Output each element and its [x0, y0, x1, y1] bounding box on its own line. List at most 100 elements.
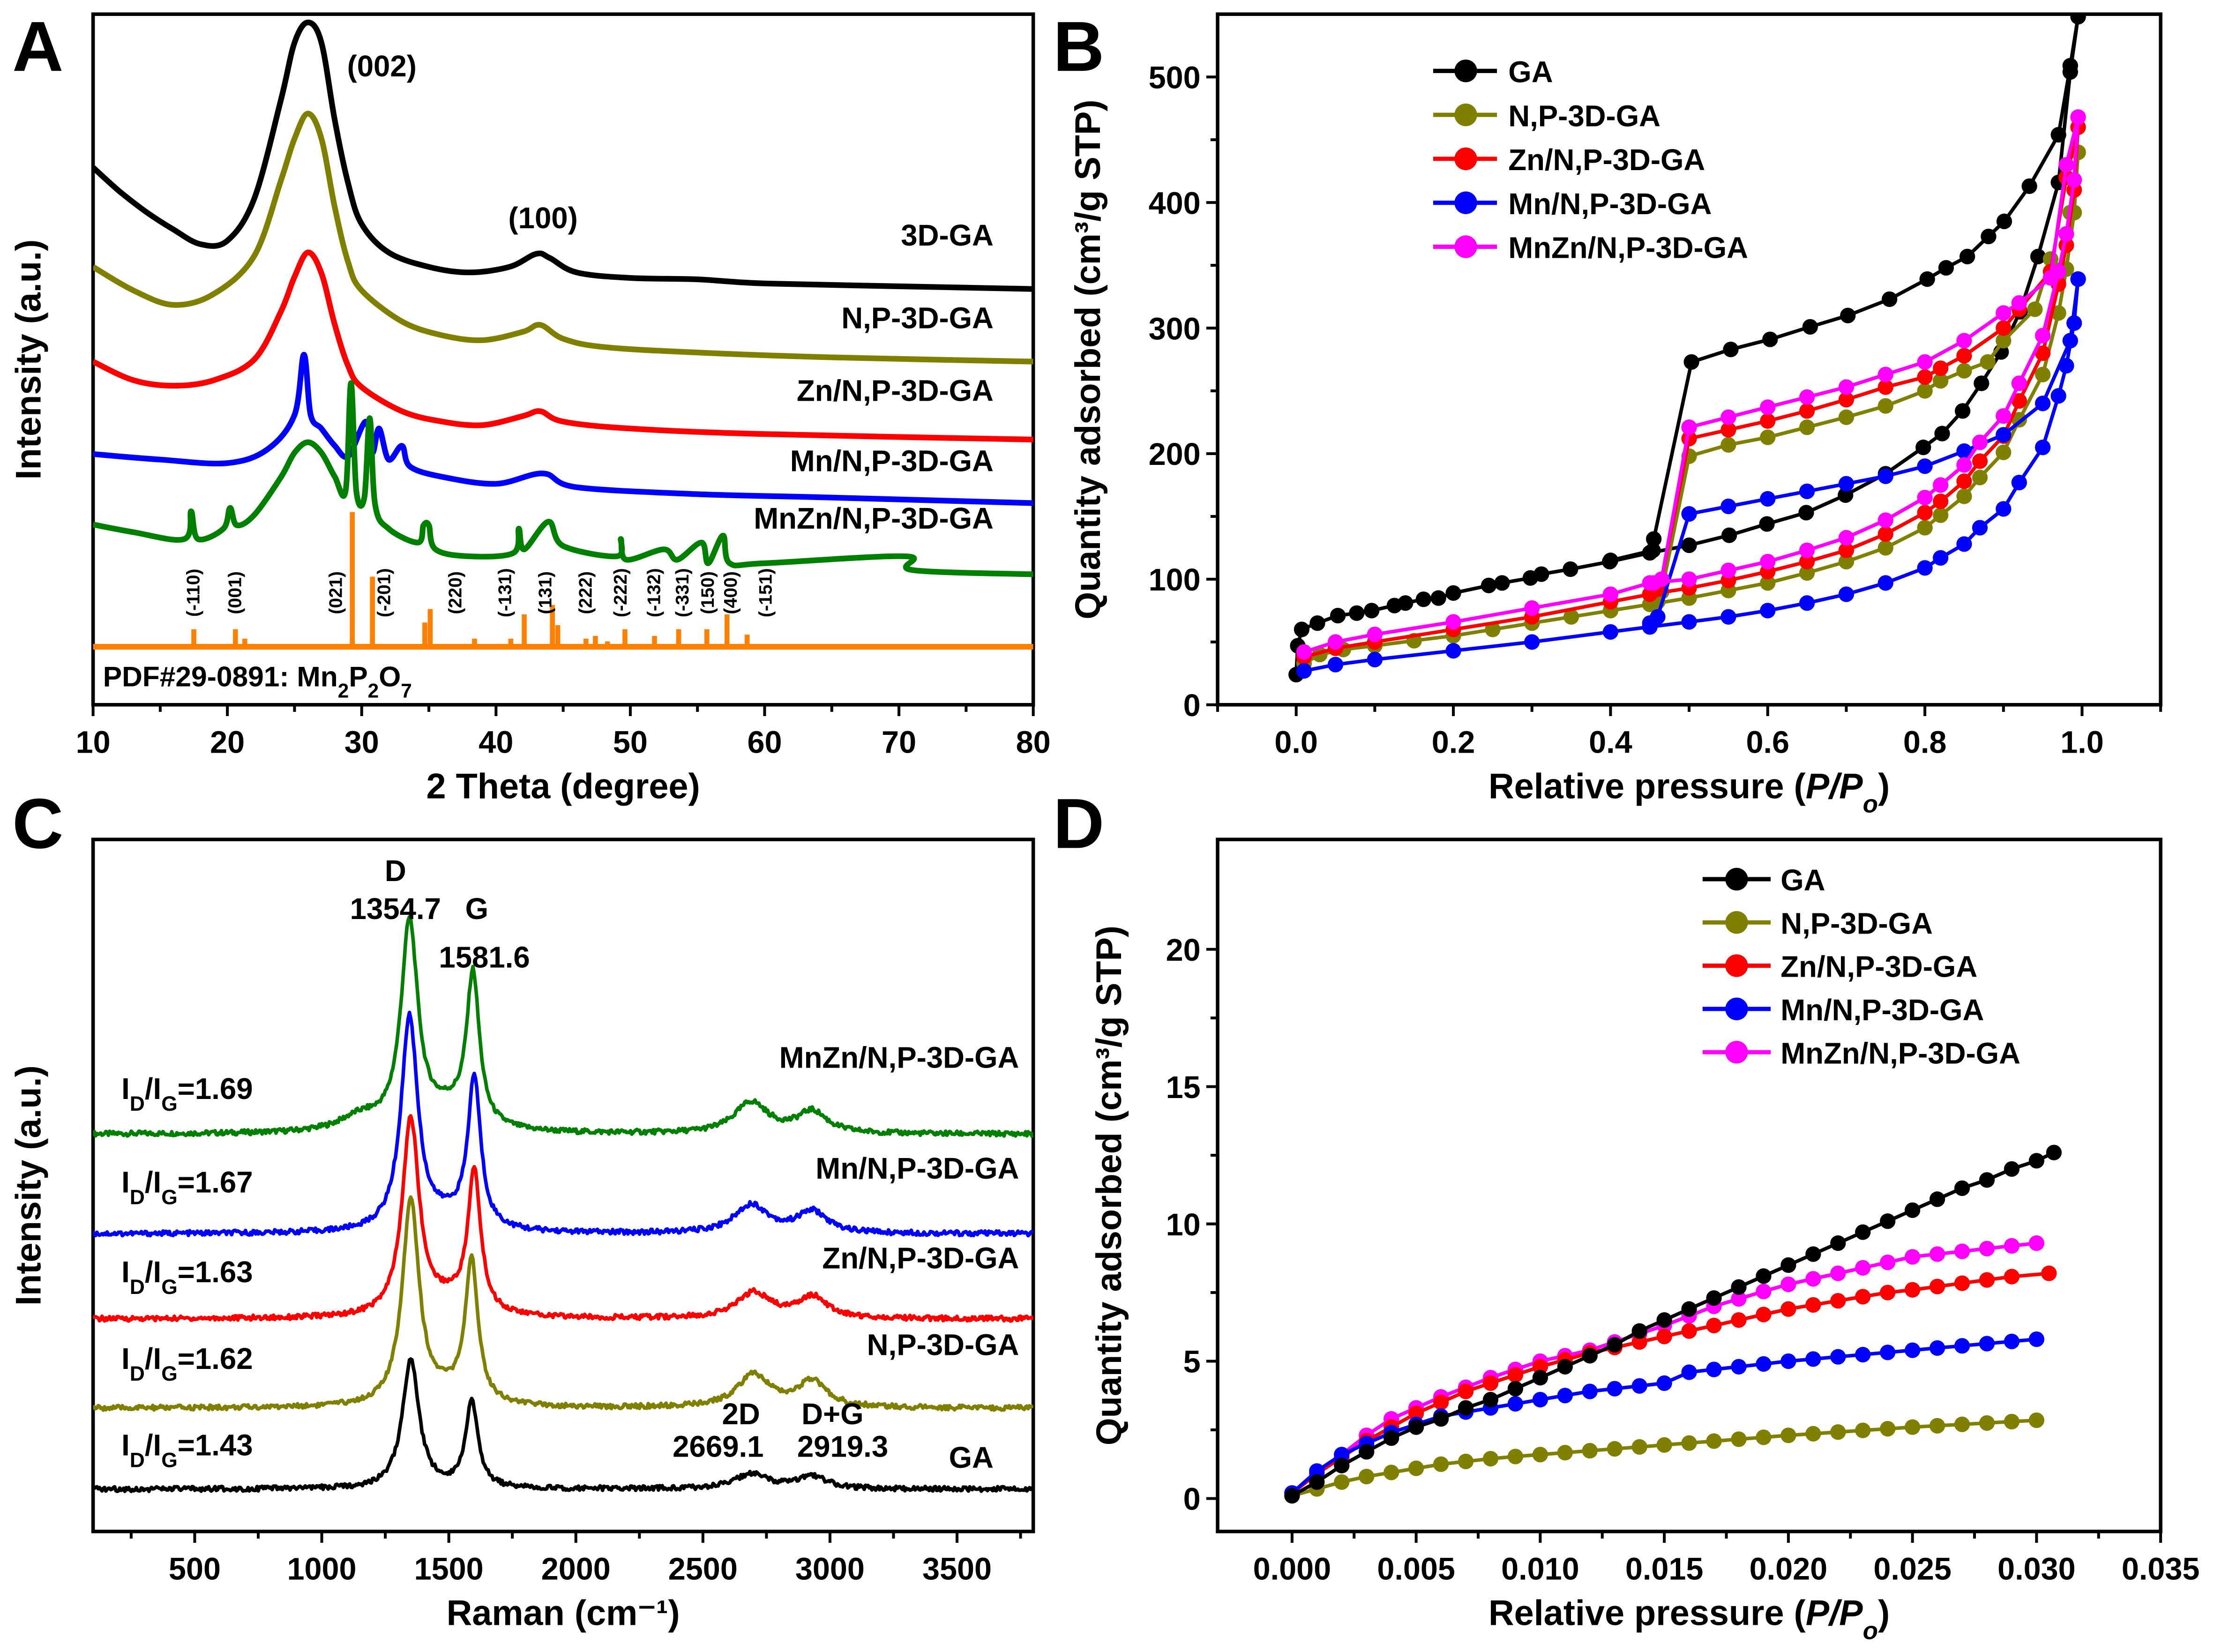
data-point — [1805, 1351, 1821, 1367]
data-point — [1880, 1285, 1896, 1301]
data-point — [1954, 1243, 1970, 1259]
x-tick-label: 60 — [747, 725, 782, 760]
plot-area — [1284, 1144, 2062, 1504]
data-point — [1838, 530, 1855, 546]
text-part: G — [161, 1186, 178, 1209]
data-point — [1359, 1444, 1375, 1460]
data-point — [1932, 493, 1949, 509]
text-part: O — [379, 660, 401, 692]
data-point — [1979, 1272, 1995, 1288]
data-point — [1780, 1353, 1796, 1369]
hkl-label: (220) — [445, 571, 465, 614]
data-point — [1882, 291, 1898, 307]
text-part: Relative pressure ( — [1488, 1594, 1806, 1633]
x-tick-label: 2000 — [541, 1552, 611, 1587]
data-point — [1979, 1172, 1995, 1188]
data-point — [1582, 1443, 1598, 1459]
legend-marker — [1454, 147, 1477, 171]
id-ig-ratio-label: ID/IG=1.69 — [121, 1072, 253, 1115]
data-point — [2028, 1331, 2045, 1347]
data-point — [1532, 1447, 1548, 1463]
data-point — [1507, 1367, 1524, 1383]
data-point — [1932, 507, 1949, 523]
data-point — [1309, 615, 1325, 631]
data-point — [1996, 305, 2012, 321]
peak-annotation: 2D — [722, 1398, 760, 1431]
text-part: D — [130, 1449, 145, 1472]
x-tick-label: 3500 — [922, 1552, 992, 1587]
data-point — [1602, 586, 1619, 602]
data-point — [1415, 591, 1431, 607]
text-part: P/P — [1806, 1594, 1863, 1633]
data-point — [1956, 473, 1972, 489]
y-tick-label: 200 — [1149, 437, 1201, 472]
data-point — [2046, 1144, 2062, 1160]
y-tick-label: 10 — [1166, 1208, 1201, 1242]
data-point — [1656, 1329, 1672, 1345]
data-point — [1830, 1235, 1846, 1251]
x-tick-label: 0.2 — [1432, 725, 1475, 760]
text-part: G — [161, 1092, 178, 1115]
data-point — [2011, 295, 2027, 311]
text-part: I — [121, 1072, 130, 1106]
data-point — [1877, 379, 1893, 395]
series-label: MnZn/N,P-3D-GA — [779, 1041, 1019, 1075]
data-point — [2030, 248, 2046, 264]
y-tick-label: 0 — [1183, 1482, 1201, 1517]
y-tick-label: 100 — [1149, 563, 1201, 598]
data-point — [1956, 333, 1972, 349]
x-tick-label: 2500 — [668, 1552, 738, 1587]
data-point — [1458, 1383, 1474, 1399]
data-point — [1996, 213, 2012, 229]
hkl-label: (-331) — [672, 568, 693, 617]
y-axis-label: Intensity (a.u.) — [9, 1065, 49, 1306]
data-point — [2050, 388, 2066, 404]
text-part: 2 — [338, 680, 349, 702]
peak-annotation: 2919.3 — [797, 1430, 888, 1463]
data-point — [1458, 1453, 1474, 1470]
hkl-label: (-201) — [374, 568, 395, 617]
legend-label: GA — [1508, 55, 1553, 89]
y-tick-label: 0 — [1183, 688, 1201, 723]
data-point — [1656, 1375, 1672, 1391]
data-point — [1533, 566, 1549, 582]
x-tick-label: 3000 — [795, 1552, 865, 1587]
data-point — [1349, 605, 1365, 621]
series-label: Zn/N,P-3D-GA — [822, 1242, 1019, 1275]
legend-marker — [1454, 235, 1477, 258]
data-point — [1838, 586, 1855, 602]
data-point — [1929, 1418, 1945, 1434]
data-point — [1433, 1456, 1449, 1472]
data-point — [1334, 1474, 1350, 1490]
data-point — [1681, 1364, 1697, 1380]
isotherm-curve — [1291, 1241, 2037, 1495]
series-label: MnZn/N,P-3D-GA — [754, 502, 994, 535]
data-point — [1760, 413, 1776, 429]
data-point — [1954, 1275, 1970, 1291]
data-point — [1855, 1422, 1871, 1438]
id-ig-ratio-label: ID/IG=1.43 — [121, 1428, 253, 1471]
data-point — [1956, 457, 1972, 473]
data-point — [1917, 560, 1933, 576]
data-point — [1799, 483, 1815, 499]
x-tick-label: 0.030 — [1997, 1552, 2076, 1587]
data-point — [1367, 627, 1383, 643]
data-point — [1309, 1474, 1325, 1490]
data-point — [2028, 1412, 2045, 1428]
x-tick-label: 0.020 — [1750, 1552, 1828, 1587]
data-point — [2034, 345, 2051, 361]
data-point — [1706, 1361, 1722, 1377]
data-point — [1532, 1391, 1548, 1408]
data-point — [1720, 409, 1736, 425]
data-point — [2004, 1333, 2020, 1349]
data-point — [2028, 1153, 2045, 1169]
panel-a-xrd: 10 20 30 40 50 60 70 80 2 Theta (degree) Intensit… — [9, 12, 1051, 806]
data-point — [1838, 476, 1855, 492]
data-point — [1364, 603, 1380, 619]
legend-label: MnZn/N,P-3D-GA — [1508, 232, 1748, 265]
legend-label: Zn/N,P-3D-GA — [1508, 143, 1705, 177]
desorption-branch — [1653, 117, 2080, 585]
data-point — [1830, 1349, 1846, 1365]
data-point — [1799, 419, 1815, 435]
